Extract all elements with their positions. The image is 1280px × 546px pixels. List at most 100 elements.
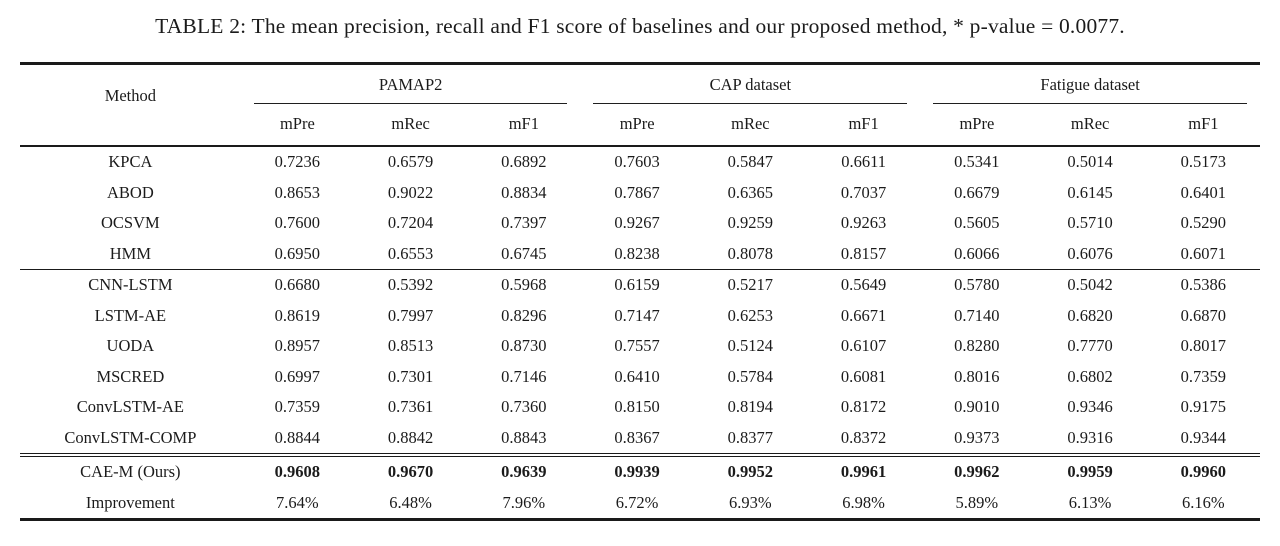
value-cell: 0.7997 [387,305,434,325]
value-cell: 0.7603 [614,152,660,171]
column-header-mpre: mPre [240,103,354,147]
value-cell: 0.9259 [727,213,774,232]
table-row: OCSVM 0.7600 0.7204 0.7397 0.9267 0.9259 0.926… [20,208,1260,239]
value-cell: 0.6997 [274,366,321,386]
value-cell: 0.8238 [614,243,660,263]
value-cell: 0.6076 [1067,243,1113,263]
value-cell: 0.8078 [727,243,774,263]
table-row: MSCRED 0.6997 0.7301 0.7146 0.6410 0.5784 0.60… [20,362,1260,393]
value-cell: 0.7557 [614,336,660,355]
method-name: CAE-M (Ours) [20,453,241,488]
value-cell: 0.9346 [1067,397,1113,416]
subcolumn-header-row: mPre mRec mF1 mPre mRec mF1 mPre mRec mF… [20,103,1260,147]
value-cell: 0.7397 [501,213,547,232]
value-cell: 0.6071 [1180,243,1227,263]
value-cell: 7.64% [276,492,319,512]
value-cell: 5.89% [955,492,999,512]
column-header-mrec: mRec [1033,103,1147,147]
column-header-mf1: mF1 [1146,103,1260,147]
value-cell: 0.9316 [1067,427,1113,447]
value-cell: 0.8017 [1180,336,1227,355]
group-label: CAP dataset [593,76,908,104]
paper-page: TABLE 2: The mean precision, recall and … [20,14,1260,521]
value-cell: 0.7600 [274,213,321,232]
value-cell: 0.6145 [1067,182,1113,202]
table-caption: TABLE 2: The mean precision, recall and … [155,14,1125,38]
method-name: UODA [106,336,155,355]
column-header-mpre: mPre [920,103,1034,147]
value-cell: 0.9010 [954,397,1000,416]
column-header-mpre: mPre [580,103,694,147]
table-row: HMM 0.6950 0.6553 0.6745 0.8238 0.8078 0.8157 0… [20,239,1260,270]
table-row: ABOD 0.8653 0.9022 0.8834 0.7867 0.6365 0.7037… [20,178,1260,209]
value-cell: 6.13% [1068,492,1112,512]
value-cell: 0.5392 [353,269,468,301]
method-name: LSTM-AE [94,305,167,325]
column-header-method: Method [20,63,241,147]
value-cell: 0.8730 [501,336,547,355]
method-name: Improvement [85,492,175,512]
value-cell: 0.8280 [954,336,1000,355]
value-cell: 0.8172 [840,397,887,416]
column-header-mrec: mRec [353,103,468,147]
value-cell: 0.8367 [614,427,660,447]
table-row: Improvement 7.64% 6.48% 7.96% 6.72% 6.93% 6.98… [20,488,1260,520]
value-cell: 0.8834 [501,182,547,202]
value-cell: 0.5710 [1067,213,1113,232]
value-cell: 0.7140 [954,305,1000,325]
table-row: CNN-LSTM 0.6680 0.5392 0.5968 0.6159 0.5217 0.… [20,269,1260,301]
value-cell: 0.5847 [727,152,774,171]
value-cell: 0.6107 [840,336,887,355]
value-cell: 0.6611 [841,152,886,171]
value-cell: 0.7360 [501,397,547,416]
value-cell: 0.8843 [501,427,547,447]
value-cell: 0.8372 [840,427,887,447]
value-cell: 0.7204 [387,213,434,232]
value-cell: 6.16% [1182,492,1225,512]
value-cell: 0.5124 [727,336,774,355]
method-name: CNN-LSTM [20,269,241,301]
value-cell: 0.6081 [840,366,887,386]
table-row: ConvLSTM-COMP 0.8844 0.8842 0.8843 0.8367 0.8… [20,423,1260,456]
value-cell: 0.9608 [240,453,354,488]
value-cell: 0.6892 [501,152,547,171]
table-row: CAE-M (Ours) 0.9608 0.9670 0.9639 0.9939 0.99… [20,453,1260,488]
value-cell: 0.9175 [1180,397,1227,416]
method-name: HMM [109,243,151,263]
value-cell: 0.6066 [954,243,1000,263]
method-name: KPCA [108,152,153,171]
value-cell: 0.5780 [920,269,1034,301]
value-cell: 0.6410 [614,366,660,386]
value-cell: 0.8844 [274,427,321,447]
value-cell: 0.8842 [387,427,434,447]
value-cell: 0.9267 [614,213,660,232]
value-cell: 0.9263 [840,213,887,232]
value-cell: 0.9962 [920,453,1034,488]
value-cell: 0.8377 [727,427,774,447]
method-name: ABOD [106,182,154,202]
value-cell: 0.6401 [1180,182,1227,202]
value-cell: 0.8957 [274,336,321,355]
value-cell: 0.8194 [727,397,774,416]
value-cell: 0.8619 [274,305,321,325]
table-body: KPCA 0.7236 0.6579 0.6892 0.7603 0.5847 0.6611… [20,146,1260,520]
method-name: ConvLSTM-AE [76,397,184,416]
value-cell: 0.9961 [806,453,921,488]
value-cell: 0.7147 [614,305,660,325]
group-header-cap-dataset: CAP dataset [580,64,920,104]
value-cell: 0.8157 [840,243,887,263]
value-cell: 0.7146 [501,366,547,386]
results-table: Method PAMAP2 CAP dataset Fatigue datase… [20,62,1260,521]
value-cell: 0.6680 [240,269,354,301]
value-cell: 0.9670 [353,453,468,488]
value-cell: 0.9952 [693,453,807,488]
column-header-mrec: mRec [693,103,807,147]
method-name: OCSVM [101,213,160,232]
value-cell: 0.5784 [727,366,774,386]
value-cell: 0.5217 [693,269,807,301]
value-cell: 0.6870 [1180,305,1227,325]
value-cell: 6.93% [729,492,772,512]
method-name: MSCRED [96,366,165,386]
value-cell: 0.6745 [501,243,547,263]
value-cell: 0.6365 [727,182,774,202]
